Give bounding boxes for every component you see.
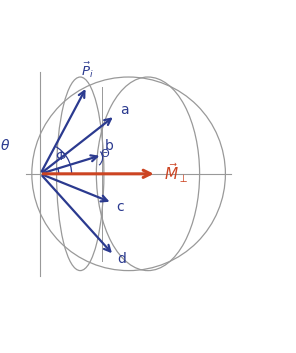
Text: $\theta$: $\theta$ <box>0 138 10 153</box>
Text: a: a <box>120 103 129 118</box>
Text: $\vec{M}_\perp$: $\vec{M}_\perp$ <box>164 161 188 185</box>
Text: $\Theta$: $\Theta$ <box>100 147 110 159</box>
Text: d: d <box>117 252 126 266</box>
Text: b: b <box>104 139 113 152</box>
Text: c: c <box>117 201 124 214</box>
Text: $\Phi$: $\Phi$ <box>55 150 67 163</box>
Text: $\vec{P}_i$: $\vec{P}_i$ <box>81 61 93 80</box>
